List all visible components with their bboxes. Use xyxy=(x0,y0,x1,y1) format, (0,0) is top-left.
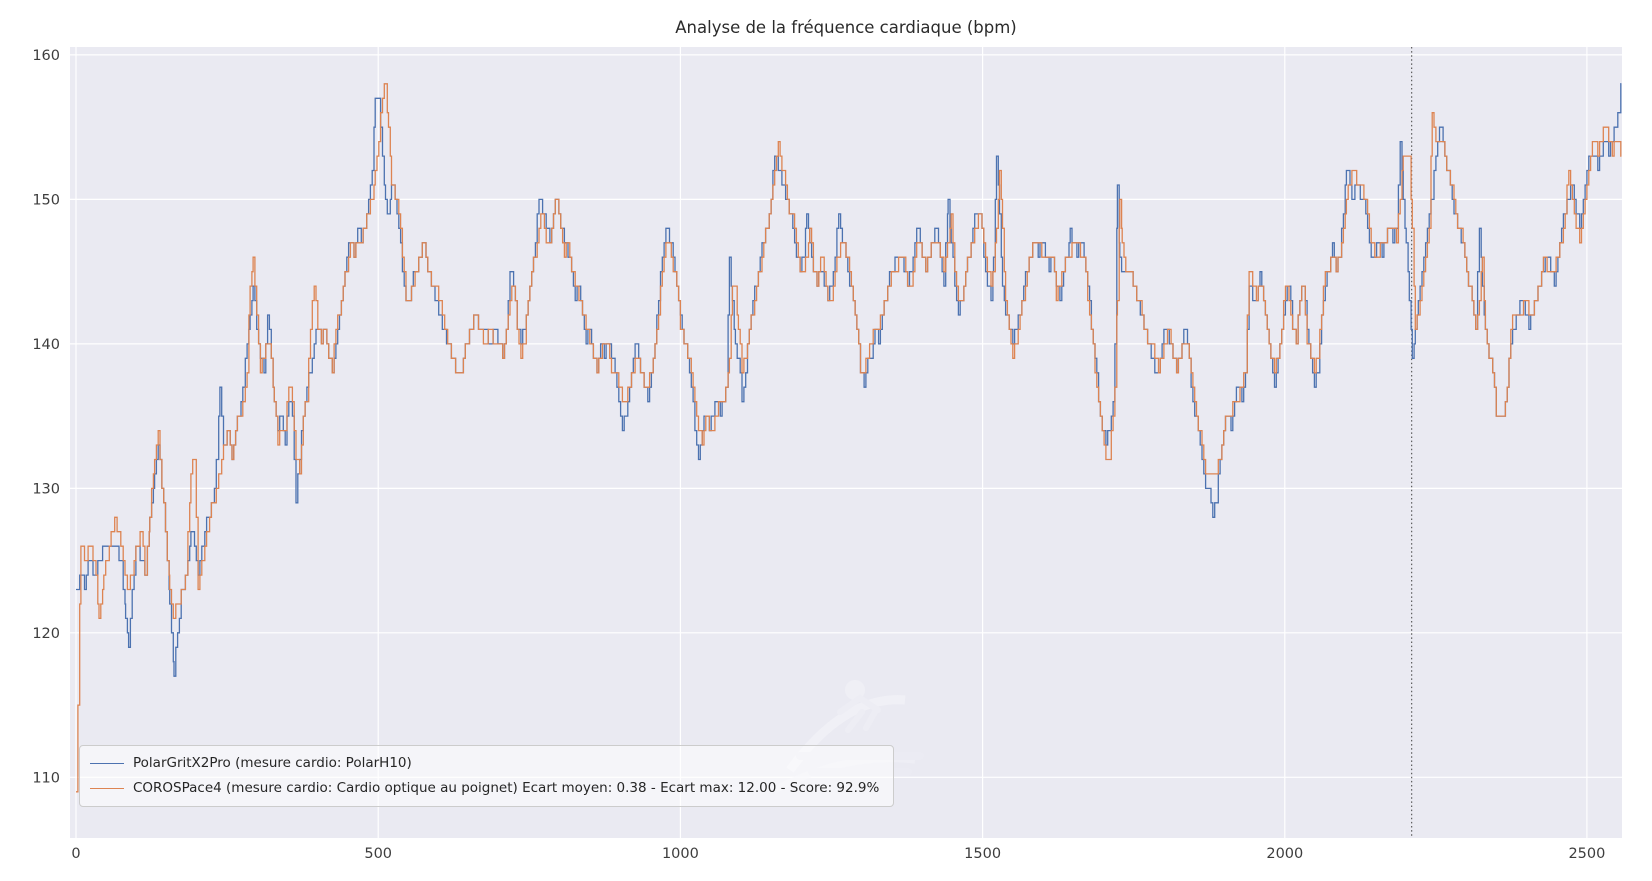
y-tick-label: 160 xyxy=(32,48,60,64)
x-tick-label: 2500 xyxy=(1568,846,1605,862)
series-lines xyxy=(76,83,1622,793)
y-tick-label: 120 xyxy=(32,626,60,642)
chart-title: Analyse de la fréquence cardiaque (bpm) xyxy=(675,18,1017,37)
polar-line-sample-icon xyxy=(90,762,124,764)
y-tick-label: 110 xyxy=(32,770,60,786)
y-tick-label: 130 xyxy=(32,481,60,497)
x-tick-label: 0 xyxy=(71,846,80,862)
x-tick-label: 2000 xyxy=(1266,846,1303,862)
series-line-corospace4 xyxy=(76,83,1622,793)
x-tick-label: 1000 xyxy=(662,846,699,862)
x-tick-label: 1500 xyxy=(964,846,1001,862)
coros-line-sample-icon xyxy=(90,787,124,789)
legend-label-polar: PolarGritX2Pro (mesure cardio: PolarH10) xyxy=(133,755,412,771)
x-tick-label: 500 xyxy=(364,846,392,862)
legend: PolarGritX2Pro (mesure cardio: PolarH10)… xyxy=(79,745,895,807)
y-tick-label: 140 xyxy=(32,337,60,353)
legend-entry-coros: COROSPace4 (mesure cardio: Cardio optiqu… xyxy=(90,780,879,796)
y-tick-label: 150 xyxy=(32,192,60,208)
legend-entry-polar: PolarGritX2Pro (mesure cardio: PolarH10) xyxy=(90,755,879,771)
legend-label-coros: COROSPace4 (mesure cardio: Cardio optiqu… xyxy=(133,780,880,796)
axis-tick-labels: 110 120 130 140 150 160 0 500 1000 1500 2000 2500 xyxy=(32,48,1605,862)
